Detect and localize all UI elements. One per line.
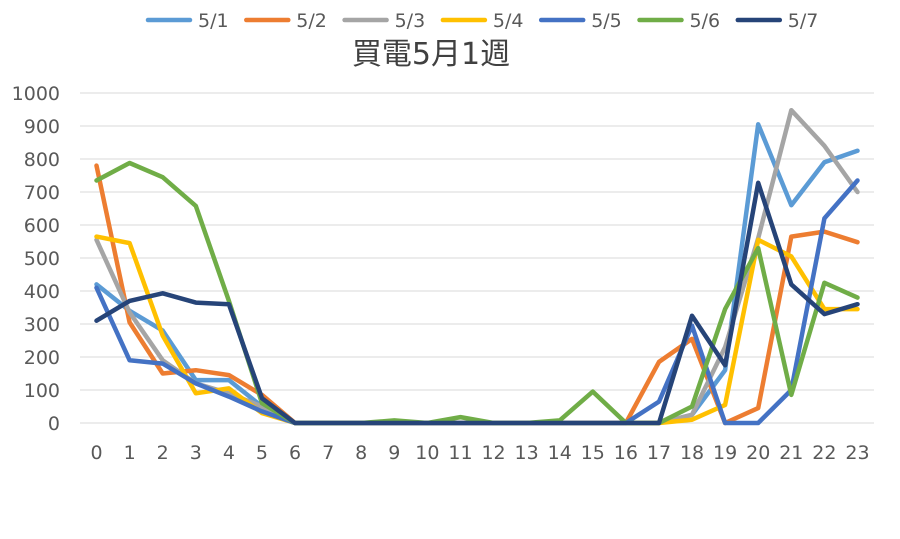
x-tick-label: 4 xyxy=(223,442,235,464)
x-axis: 0 1 2 3 4 5 6 7 8 9 10 11 12 13 14 15 16 17 18 19 20 21 22 23 xyxy=(90,442,869,464)
x-tick-label: 3 xyxy=(190,442,202,464)
chart-title: 買電5月1週 xyxy=(352,37,510,72)
y-tick-label: 200 xyxy=(24,347,60,369)
x-tick-label: 8 xyxy=(355,442,367,464)
x-tick-label: 9 xyxy=(388,442,400,464)
y-tick-label: 400 xyxy=(24,281,60,303)
y-tick-label: 600 xyxy=(24,215,60,237)
x-tick-label: 21 xyxy=(779,442,803,464)
x-tick-label: 10 xyxy=(415,442,439,464)
x-tick-label: 19 xyxy=(713,442,737,464)
series-lines xyxy=(94,107,860,426)
x-tick-label: 0 xyxy=(90,442,102,464)
x-tick-label: 5 xyxy=(256,442,268,464)
legend-label-5-5: 5/5 xyxy=(591,10,622,32)
y-tick-label: 100 xyxy=(24,380,60,402)
y-tick-label: 1000 xyxy=(12,83,60,105)
y-tick-label: 500 xyxy=(24,248,60,270)
legend-label-5-2: 5/2 xyxy=(296,10,327,32)
y-tick-label: 0 xyxy=(48,413,60,435)
x-tick-label: 7 xyxy=(322,442,334,464)
x-tick-label: 2 xyxy=(157,442,169,464)
x-tick-label: 1 xyxy=(124,442,136,464)
series-line-5-6 xyxy=(94,160,860,426)
x-tick-label: 11 xyxy=(448,442,472,464)
y-axis: 0 100 200 300 400 500 600 700 800 900 1000 xyxy=(12,83,60,435)
x-tick-label: 16 xyxy=(614,442,638,464)
x-tick-label: 12 xyxy=(481,442,505,464)
y-tick-label: 300 xyxy=(24,314,60,336)
x-tick-label: 13 xyxy=(515,442,539,464)
legend-label-5-7: 5/7 xyxy=(788,10,819,32)
legend-label-5-4: 5/4 xyxy=(493,10,524,32)
x-tick-label: 17 xyxy=(647,442,671,464)
x-tick-label: 23 xyxy=(845,442,869,464)
legend-label-5-3: 5/3 xyxy=(395,10,426,32)
x-tick-label: 22 xyxy=(812,442,836,464)
x-tick-label: 6 xyxy=(289,442,301,464)
y-tick-label: 700 xyxy=(24,182,60,204)
series-line-5-7 xyxy=(94,180,860,426)
x-tick-label: 20 xyxy=(746,442,770,464)
legend-label-5-6: 5/6 xyxy=(690,10,721,32)
x-tick-label: 18 xyxy=(680,442,704,464)
x-tick-label: 14 xyxy=(548,442,572,464)
y-tick-label: 900 xyxy=(24,116,60,138)
y-tick-label: 800 xyxy=(24,149,60,171)
legend: 5/1 5/2 5/3 5/4 5/5 5/6 5/7 xyxy=(145,10,819,32)
x-tick-label: 15 xyxy=(581,442,605,464)
legend-label-5-1: 5/1 xyxy=(198,10,229,32)
